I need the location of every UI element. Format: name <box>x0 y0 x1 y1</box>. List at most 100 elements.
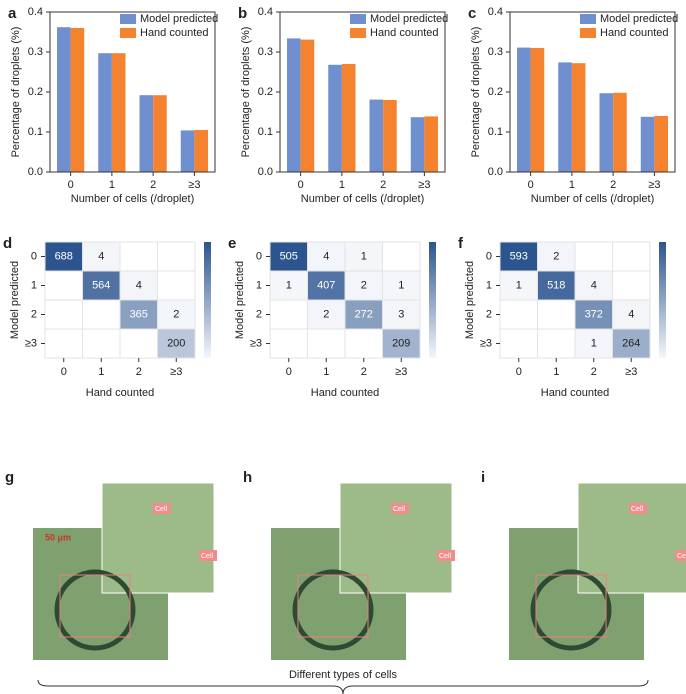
x-axis-label: Number of cells (/droplet) <box>531 193 655 205</box>
cell-border <box>537 299 576 330</box>
colorbar <box>659 242 666 358</box>
bar <box>640 116 655 172</box>
heatmap-cell <box>308 242 345 271</box>
bar <box>139 95 154 172</box>
x-tick-label: 2 <box>610 179 616 191</box>
x-tick-label: 0 <box>298 179 304 191</box>
cell-border <box>307 328 346 359</box>
heatmap-cell <box>120 271 157 300</box>
cell-label: 2 <box>173 308 179 320</box>
panel-label: b <box>238 5 247 22</box>
panel-label: h <box>243 469 252 486</box>
heatmap-cell <box>45 242 82 271</box>
heatmap-cell <box>83 271 120 300</box>
bar <box>410 117 425 172</box>
micrograph-front <box>339 482 453 594</box>
cell-border <box>499 328 538 359</box>
y-tick-label: ≥3 <box>25 337 37 349</box>
cell-border <box>44 299 83 330</box>
cell-label: Cell <box>155 506 168 513</box>
x-tick-label: ≥3 <box>170 366 182 378</box>
cell-tag <box>437 550 455 561</box>
panel-label: g <box>5 469 14 486</box>
bar <box>98 53 112 173</box>
x-tick-label: ≥3 <box>625 366 637 378</box>
colorbar <box>204 242 211 358</box>
y-tick-label: 0 <box>486 250 492 262</box>
bar <box>558 62 572 172</box>
heatmap-cell <box>158 300 195 329</box>
cell-label: 2 <box>553 250 559 262</box>
heatmap-cell <box>345 271 382 300</box>
y-axis-label: Model predicted <box>9 261 21 339</box>
y-tick-label: 1 <box>256 279 262 291</box>
y-tick-label: 0.2 <box>28 86 43 98</box>
bar <box>57 27 71 173</box>
x-tick-label: 2 <box>150 179 156 191</box>
cell-border <box>119 241 158 272</box>
bar <box>180 130 195 172</box>
heatmap-cell <box>538 271 575 300</box>
y-tick-label: 0.1 <box>258 126 273 138</box>
y-tick-label: 0.2 <box>258 86 273 98</box>
heatmap-cell <box>500 271 537 300</box>
legend-label: Model predicted <box>140 13 218 25</box>
x-tick-label: 0 <box>286 366 292 378</box>
cell-label: 1 <box>286 279 292 291</box>
heatmap-cell <box>270 271 307 300</box>
bar <box>571 63 586 173</box>
y-tick-label: 0.0 <box>258 166 273 178</box>
bar <box>369 99 384 172</box>
cell-border <box>44 270 83 301</box>
cell-label: 1 <box>361 250 367 262</box>
cell-border <box>612 270 651 301</box>
legend-label: Hand counted <box>140 27 209 39</box>
cell-label: 4 <box>136 279 142 291</box>
x-tick-label: 0 <box>61 366 67 378</box>
cell-label: 209 <box>392 337 410 349</box>
cell-label: 518 <box>547 279 565 291</box>
heatmap-cell <box>575 300 612 329</box>
x-tick-label: 1 <box>109 179 115 191</box>
cell-label: 505 <box>280 250 298 262</box>
y-tick-label: 0.3 <box>28 46 43 58</box>
heatmap-cell <box>383 329 420 358</box>
legend-label: Model predicted <box>600 13 678 25</box>
panel-label: i <box>481 469 485 486</box>
cell-border <box>82 299 121 330</box>
cell-border <box>157 241 196 272</box>
colorbar <box>429 242 436 358</box>
chamber <box>530 569 612 651</box>
y-tick-label: 0.3 <box>488 46 503 58</box>
bar <box>153 95 167 172</box>
heatmap-cell <box>83 242 120 271</box>
cell-border <box>82 328 121 359</box>
heatmap-cell <box>383 300 420 329</box>
cell-label: 365 <box>130 308 148 320</box>
chamber <box>292 569 374 651</box>
cell-border <box>537 328 576 359</box>
plot-frame <box>49 11 216 173</box>
heatmap-cell <box>120 300 157 329</box>
heatmap-cell <box>308 271 345 300</box>
cell-label: 264 <box>622 337 640 349</box>
y-axis-label: Percentage of droplets (%) <box>10 27 22 158</box>
caption: Different types of cells <box>289 669 398 681</box>
cell-border <box>499 299 538 330</box>
micrograph-front <box>101 482 215 594</box>
heatmap-cell <box>383 271 420 300</box>
x-tick-label: 2 <box>136 366 142 378</box>
chamber <box>54 569 136 651</box>
x-tick-label: 0 <box>516 366 522 378</box>
legend-label: Model predicted <box>370 13 448 25</box>
heatmap-cell <box>270 242 307 271</box>
cell-label: 1 <box>516 279 522 291</box>
y-tick-label: 2 <box>486 308 492 320</box>
y-tick-label: 0.2 <box>488 86 503 98</box>
cell-label: 200 <box>167 337 185 349</box>
y-tick-label: 1 <box>31 279 37 291</box>
x-tick-label: 1 <box>339 179 345 191</box>
x-tick-label: 2 <box>591 366 597 378</box>
cell-label: Cell <box>439 553 452 560</box>
